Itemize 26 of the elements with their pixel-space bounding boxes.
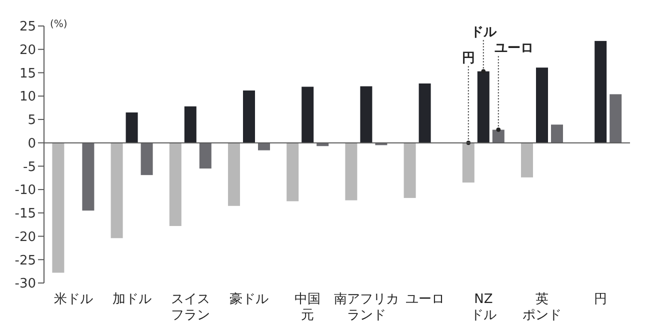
text: ドル: [470, 25, 498, 40]
y-tick-label: 25: [19, 20, 36, 35]
y-tick-label: 20: [19, 42, 36, 58]
x-tick-label: 英ポンド: [522, 292, 562, 323]
x-tick-label: 豪ドル: [230, 292, 269, 307]
y-tick-label: -15: [14, 206, 36, 222]
y-tick-label: 15: [19, 66, 36, 82]
y-tick-label: -20: [14, 230, 36, 245]
x-tick-label: 円: [594, 292, 608, 307]
y-tick-label: 10: [19, 90, 36, 105]
y-tick-label: -5: [23, 160, 36, 175]
x-tick-label: NZドル: [470, 292, 496, 323]
x-tick-label: ユーロ: [405, 292, 444, 307]
text: ユーロ: [494, 41, 534, 56]
y-tick-label: -10: [14, 183, 36, 198]
x-tick-label: 南アフリカランド: [334, 292, 399, 323]
x-tick-label: 米ドル: [54, 292, 93, 307]
x-tick-label: 加ドル: [112, 292, 152, 307]
y-tick-label: -30: [14, 276, 36, 292]
x-tick-label: スイスフラン: [171, 292, 210, 323]
y-tick-label: 0: [28, 136, 36, 152]
y-axis-title: (%): [50, 19, 68, 30]
y-tick-label: -25: [14, 253, 36, 268]
text: 円: [462, 51, 475, 66]
y-tick-label: 5: [28, 113, 36, 128]
x-tick-label: 中国元: [294, 292, 321, 323]
